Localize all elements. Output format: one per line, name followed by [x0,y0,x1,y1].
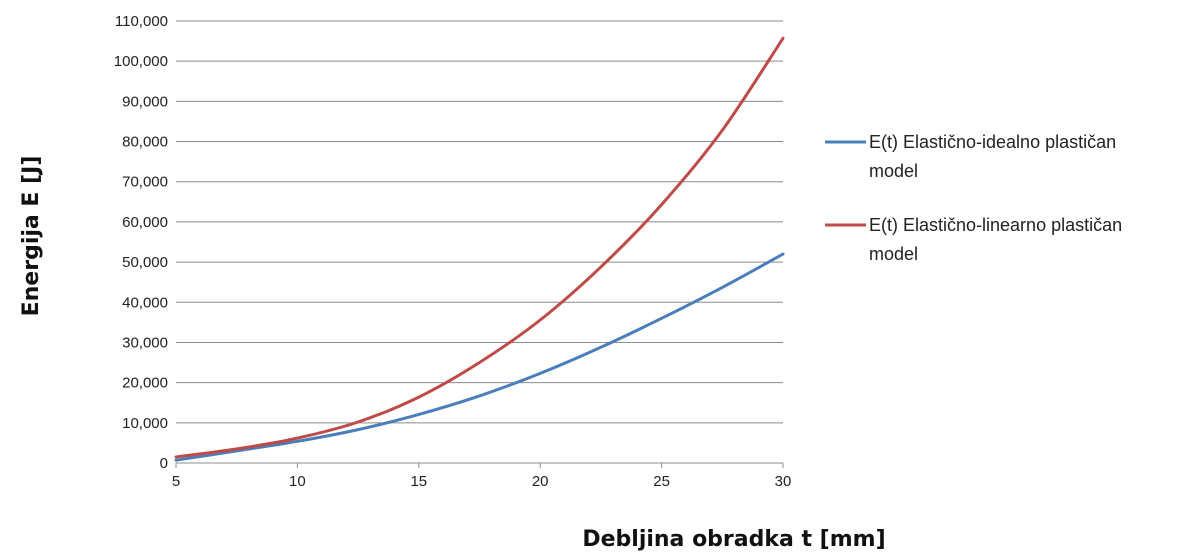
series-line-2 [174,36,785,459]
legend-label: E(t) Elastično-idealno plastičan [869,132,1116,152]
y-tick-label: 20,000 [122,375,168,392]
y-tick-label: 70,000 [122,174,168,191]
legend: E(t) Elastično-idealno plastičan model E(t… [825,132,1122,264]
y-axis-title: Energija E [J] [19,156,44,317]
y-tick-labels: 0 10,000 20,000 30,000 40,000 50,000 60,000 70,… [114,13,168,472]
x-tick-label: 20 [532,473,549,490]
y-tick-label: 60,000 [122,214,168,231]
legend-label: model [869,161,918,181]
x-axis-title: Debljina obradka t [mm] [582,527,885,552]
y-tick-label: 40,000 [122,294,168,311]
x-tick-label: 30 [775,473,792,490]
series-line-1 [174,252,785,462]
x-tick-label: 25 [653,473,670,490]
y-tick-label: 10,000 [122,415,168,432]
y-tick-label: 80,000 [122,134,168,151]
legend-label: E(t) Elastično-linearno plastičan [869,215,1122,235]
legend-label: model [869,244,918,264]
x-tick-label: 5 [172,473,180,490]
gridlines [176,20,783,464]
y-tick-label: 30,000 [122,334,168,351]
y-tick-label: 110,000 [115,13,168,30]
x-tick-label: 15 [410,473,427,490]
y-tick-label: 100,000 [114,53,168,70]
x-tick-labels: 5 10 15 20 25 30 [172,463,792,490]
y-tick-label: 50,000 [122,254,168,271]
series-lines [174,36,785,462]
x-tick-label: 10 [289,473,306,490]
y-tick-label: 0 [160,455,168,472]
y-tick-label: 90,000 [122,93,168,110]
